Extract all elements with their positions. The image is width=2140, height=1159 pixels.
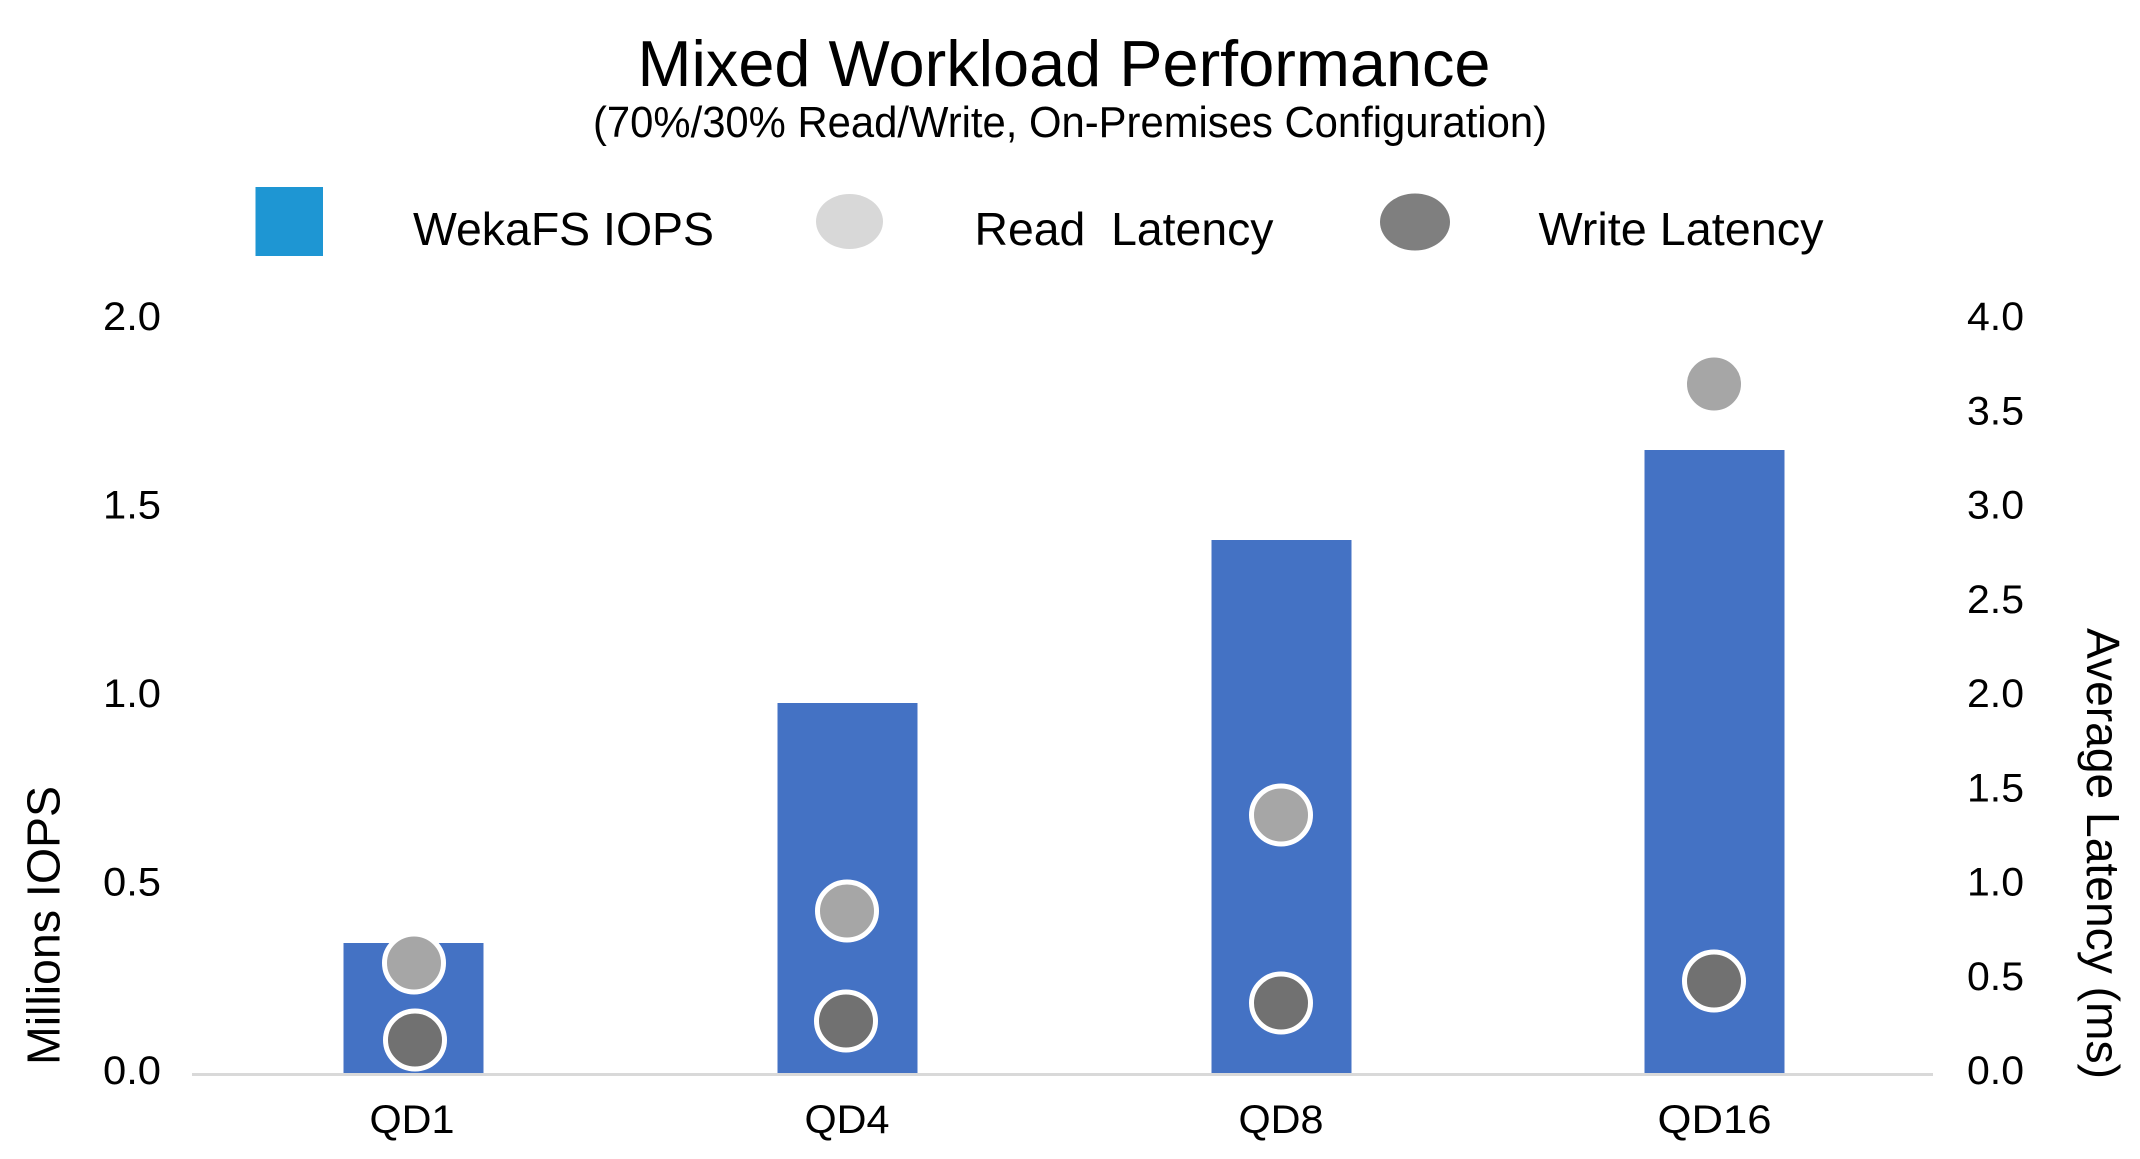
- svg-text:2.0: 2.0: [1967, 672, 2024, 716]
- svg-text:QD1: QD1: [370, 1098, 455, 1142]
- svg-text:3.0: 3.0: [1967, 484, 2024, 528]
- svg-text:2.0: 2.0: [103, 295, 161, 339]
- svg-text:Average Latency (ms): Average Latency (ms): [2077, 628, 2129, 1079]
- svg-text:Mixed Workload Performance: Mixed Workload Performance: [638, 27, 1491, 100]
- svg-text:1.5: 1.5: [103, 484, 161, 528]
- svg-text:1.0: 1.0: [103, 672, 161, 716]
- svg-text:QD8: QD8: [1239, 1098, 1324, 1142]
- svg-text:0.5: 0.5: [103, 861, 161, 905]
- svg-text:1.5: 1.5: [1967, 766, 2024, 810]
- svg-text:0.0: 0.0: [1967, 1049, 2024, 1093]
- svg-text:0.5: 0.5: [1967, 955, 2024, 999]
- svg-text:4.0: 4.0: [1967, 295, 2024, 339]
- svg-text:2.5: 2.5: [1967, 578, 2024, 622]
- svg-text:(70%/30% Read/Write, On-Premis: (70%/30% Read/Write, On-Premises Configu…: [593, 98, 1547, 147]
- svg-text:Read Latency: Read Latency: [975, 203, 1274, 255]
- svg-text:0.0: 0.0: [103, 1049, 161, 1093]
- svg-text:QD16: QD16: [1658, 1098, 1772, 1142]
- svg-text:Write Latency: Write Latency: [1539, 203, 1824, 255]
- svg-text:3.5: 3.5: [1967, 389, 2024, 433]
- svg-text:1.0: 1.0: [1967, 861, 2024, 905]
- svg-text:QD4: QD4: [805, 1098, 890, 1142]
- svg-text:Millions IOPS: Millions IOPS: [18, 786, 70, 1065]
- svg-text:WekaFS IOPS: WekaFS IOPS: [413, 203, 714, 255]
